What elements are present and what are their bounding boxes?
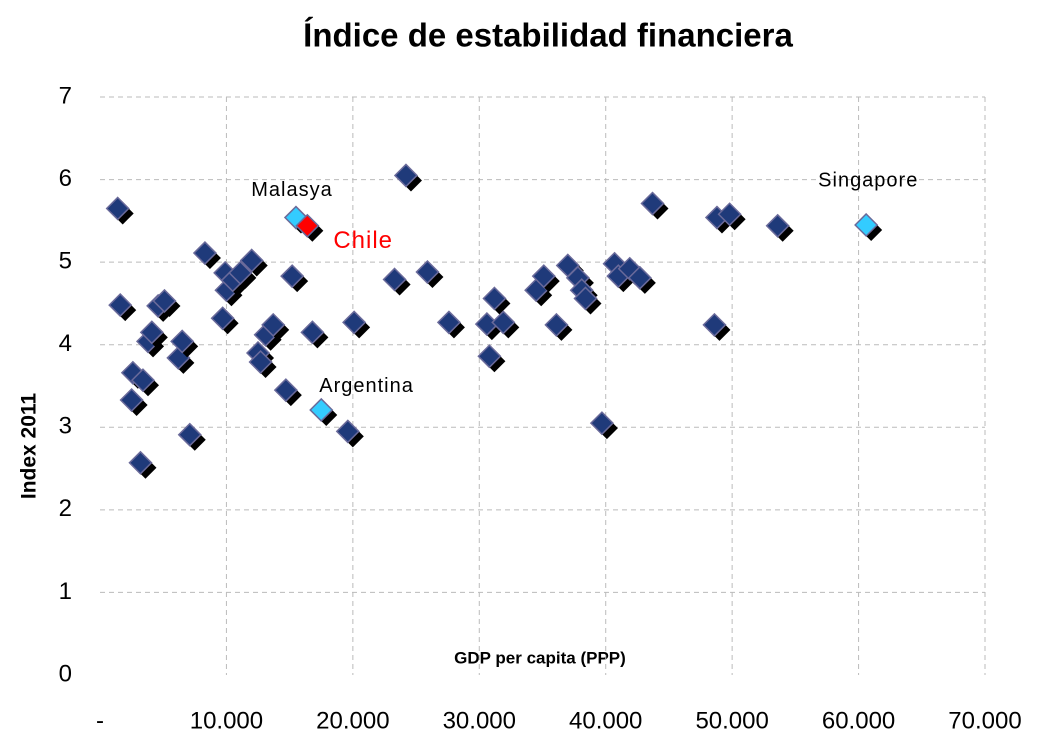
y-tick-label: 4 [59,330,72,357]
point [130,368,156,393]
point [491,310,516,335]
x-tick-label: 30.000 [443,707,516,734]
point [273,378,298,403]
y-tick-label: 6 [59,165,72,192]
point [280,264,305,289]
x-tick-label: 40.000 [569,707,642,734]
x-tick-label: - [96,707,104,734]
x-tick-label: 20.000 [316,707,389,734]
x-tick-label: 10.000 [190,707,263,734]
point [702,312,727,337]
y-tick-label: 1 [59,578,72,605]
x-axis-label: GDP per capita (PPP) [454,648,626,667]
x-tick-label: 60.000 [822,707,895,734]
x-tick-label: 50.000 [695,707,768,734]
point [482,286,507,311]
point [342,310,367,335]
y-tick-label: 7 [59,82,72,109]
point [139,320,164,345]
point [335,419,360,444]
y-tick-label: 5 [59,247,72,274]
point [128,450,153,475]
y-tick-label: 2 [59,495,72,522]
point [108,293,133,318]
point [393,163,419,188]
point [382,267,407,292]
point-label: Singapore [818,169,918,191]
point [627,265,652,290]
point [210,306,235,331]
point [415,259,440,285]
point [544,312,569,337]
point [717,202,742,227]
y-tick-label: 0 [59,660,72,687]
point-label: Malasya [251,179,332,201]
point [248,349,273,375]
point [239,248,264,273]
y-tick-label: 3 [59,413,72,440]
point [105,196,130,221]
point-label: Chile [333,227,393,254]
chart-title: Índice de estabilidad financiera [303,17,793,54]
point [228,260,253,285]
point [589,411,614,436]
point [152,288,177,314]
point [436,310,462,335]
point-label: Argentina [319,375,414,397]
point [477,344,502,369]
point [640,191,665,216]
x-tick-label: 70.000 [948,707,1021,734]
point [309,397,334,423]
point [531,264,556,289]
point [765,213,790,238]
point [119,387,144,413]
y-axis-label: Index 2011 [18,393,41,500]
point [177,422,202,447]
point [192,240,217,266]
point [295,213,320,238]
point [170,329,195,354]
point [261,312,286,337]
point [854,212,879,238]
point [573,286,598,311]
point [300,320,325,345]
